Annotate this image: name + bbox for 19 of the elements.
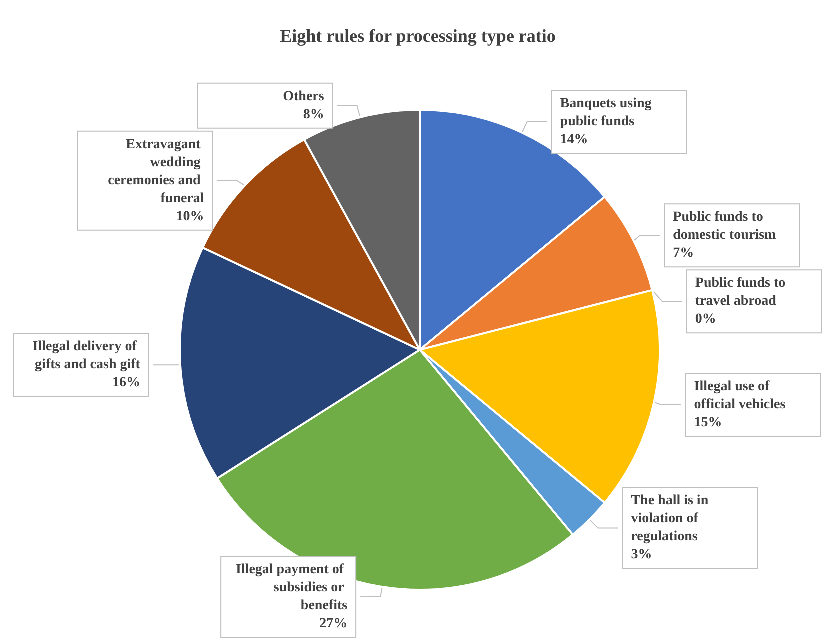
slice-label: The hall is in violation of regulations — [631, 494, 712, 545]
chart-title: Eight rules for processing type ratio — [280, 26, 556, 46]
data-label: 14% — [560, 132, 588, 148]
data-label: 8% — [303, 107, 324, 122]
slice-label: Illegal use of official vehicles — [694, 379, 786, 412]
text: 0% — [695, 312, 716, 328]
data-label: 7% — [673, 246, 694, 262]
slice-label: Illegal delivery of gifts and cash gift — [32, 340, 141, 373]
slice-label: Banquets using public funds — [560, 96, 656, 130]
data-label: 15% — [694, 415, 722, 430]
data-label: 10% — [176, 209, 204, 224]
slice-label: Extravagant wedding ceremonies and funeral — [108, 137, 204, 206]
slice-label: Public funds to domestic tourism — [673, 210, 777, 244]
slice-label: Others — [283, 89, 325, 104]
data-label: 3% — [631, 548, 652, 563]
data-label: 16% — [112, 376, 140, 391]
data-label: 27% — [320, 616, 348, 632]
slice-label: Illegal payment of subsidies or benefits — [236, 562, 348, 614]
legend-label: Public funds to travel abroad — [695, 276, 790, 310]
